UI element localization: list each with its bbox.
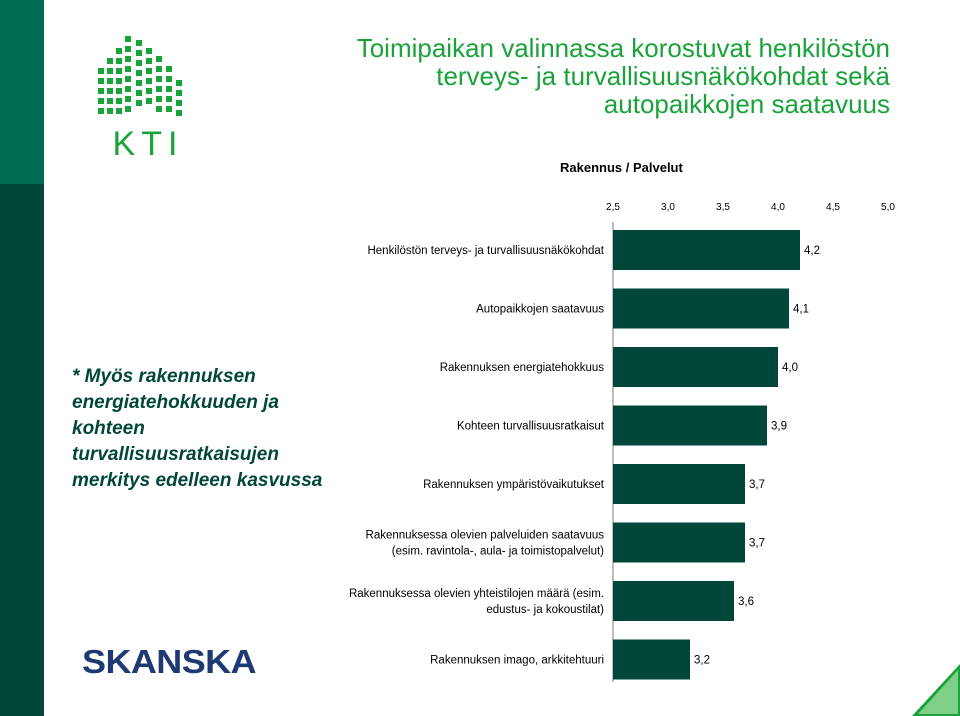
- category-label: Kohteen turvallisuusratkaisut: [457, 421, 605, 433]
- bar-value-label: 3,9: [771, 421, 787, 433]
- category-label: Rakennuksen imago, arkkitehtuuri: [430, 655, 604, 667]
- bar: [613, 639, 690, 680]
- bar-value-label: 4,0: [782, 362, 798, 374]
- note-line: merkitys edelleen kasvussa: [72, 470, 323, 491]
- bar-value-label: 4,1: [793, 304, 809, 316]
- sidebar-bottom-band: [0, 184, 44, 716]
- bar: [613, 230, 800, 270]
- note-text: * Myös rakennuksen energiatehokkuuden ja…: [72, 364, 372, 494]
- category-label: Rakennuksen energiatehokkuus: [440, 362, 605, 374]
- bar: [613, 347, 778, 387]
- category-label: Rakennuksessa olevien yhteistilojen määr…: [349, 588, 604, 600]
- page-title: Toimipaikan valinnassa korostuvat henkil…: [250, 34, 890, 118]
- bar-value-label: 3,6: [738, 596, 754, 608]
- category-label: Autopaikkojen saatavuus: [476, 304, 604, 316]
- category-label: Rakennuksen ympäristövaikutukset: [423, 479, 605, 491]
- x-tick-label: 3,5: [716, 202, 730, 213]
- title-line: terveys- ja turvallisuusnäkökohdat sekä: [436, 61, 890, 91]
- bar-value-label: 3,2: [694, 655, 710, 667]
- title-line: autopaikkojen saatavuus: [603, 89, 890, 119]
- note-line: * Myös rakennuksen: [72, 366, 256, 387]
- category-label: Rakennuksessa olevien palveluiden saatav…: [366, 530, 605, 542]
- x-tick-label: 5,0: [881, 202, 895, 213]
- x-tick-label: 3,0: [661, 202, 675, 213]
- skanska-logo-text: SKANSKA: [82, 646, 256, 676]
- bar: [613, 464, 745, 504]
- chart-title: Rakennus / Palvelut: [560, 160, 683, 175]
- x-tick-label: 2,5: [606, 202, 620, 213]
- skanska-logo: SKANSKA: [82, 646, 257, 676]
- kti-logo-text: KTI: [113, 125, 184, 160]
- title-line: Toimipaikan valinnassa korostuvat henkil…: [356, 33, 890, 63]
- bar-value-label: 3,7: [749, 479, 765, 491]
- note-line: turvallisuusratkaisujen: [72, 444, 279, 465]
- bar-value-label: 4,2: [804, 245, 820, 257]
- bar: [613, 522, 745, 563]
- kti-logo: KTI: [98, 36, 184, 160]
- bar-value-label: 3,7: [749, 538, 765, 550]
- corner-triangle-icon: [912, 664, 960, 716]
- kti-logo-building-icon: [98, 36, 182, 116]
- note-line: kohteen: [72, 418, 145, 439]
- bar: [613, 581, 734, 621]
- category-label: edustus- ja kokoustilat): [486, 604, 604, 616]
- note-line: energiatehokkuuden ja: [72, 392, 279, 413]
- x-tick-label: 4,0: [771, 202, 785, 213]
- x-tick-label: 4,5: [826, 202, 840, 213]
- category-label: Henkilöstön terveys- ja turvallisuusnäkö…: [367, 245, 604, 257]
- category-label: (esim. ravintola-, aula- ja toimistopalv…: [392, 546, 604, 558]
- bar: [613, 288, 789, 329]
- bar: [613, 405, 767, 446]
- sidebar-top-band: [0, 0, 44, 184]
